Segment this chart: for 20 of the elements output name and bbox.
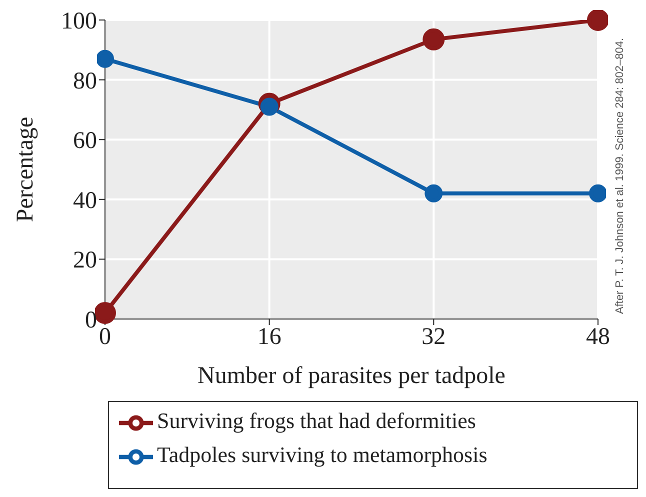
text: After P. T. J. Johnson et al. 1999. Science 284: 802–804. bbox=[614, 38, 626, 314]
point bbox=[587, 10, 608, 31]
legend-label: Surviving frogs that had deformities bbox=[157, 408, 476, 434]
x-tick-label: 16 bbox=[257, 324, 282, 350]
x-axis-title: Number of parasites per tadpole bbox=[198, 363, 506, 389]
y-tick-label: 0 bbox=[85, 308, 97, 334]
point bbox=[424, 184, 443, 202]
x-tick-label: 48 bbox=[586, 324, 610, 350]
y-tick-label: 20 bbox=[73, 248, 97, 274]
point bbox=[422, 28, 445, 50]
y-axis-title: Percentage bbox=[12, 116, 39, 222]
y-tick-label: 100 bbox=[61, 8, 97, 35]
y-tick-label: 60 bbox=[73, 128, 97, 154]
x-tick-label: 32 bbox=[422, 324, 446, 350]
y-tick-label: 40 bbox=[73, 188, 97, 214]
legend-label: Tadpoles surviving to metamorphosis bbox=[157, 442, 488, 468]
point bbox=[589, 184, 606, 202]
point bbox=[95, 302, 116, 324]
y-tick-label: 80 bbox=[73, 68, 97, 94]
point bbox=[97, 50, 114, 68]
